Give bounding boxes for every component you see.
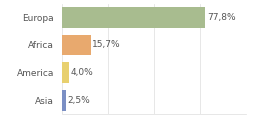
Bar [62,90,66,111]
Text: 77,8%: 77,8% [207,13,235,22]
Text: 15,7%: 15,7% [92,41,121,49]
Bar [62,7,205,28]
Bar [62,35,91,55]
Bar [62,62,69,83]
Text: 4,0%: 4,0% [71,68,93,77]
Text: 2,5%: 2,5% [68,96,90,105]
